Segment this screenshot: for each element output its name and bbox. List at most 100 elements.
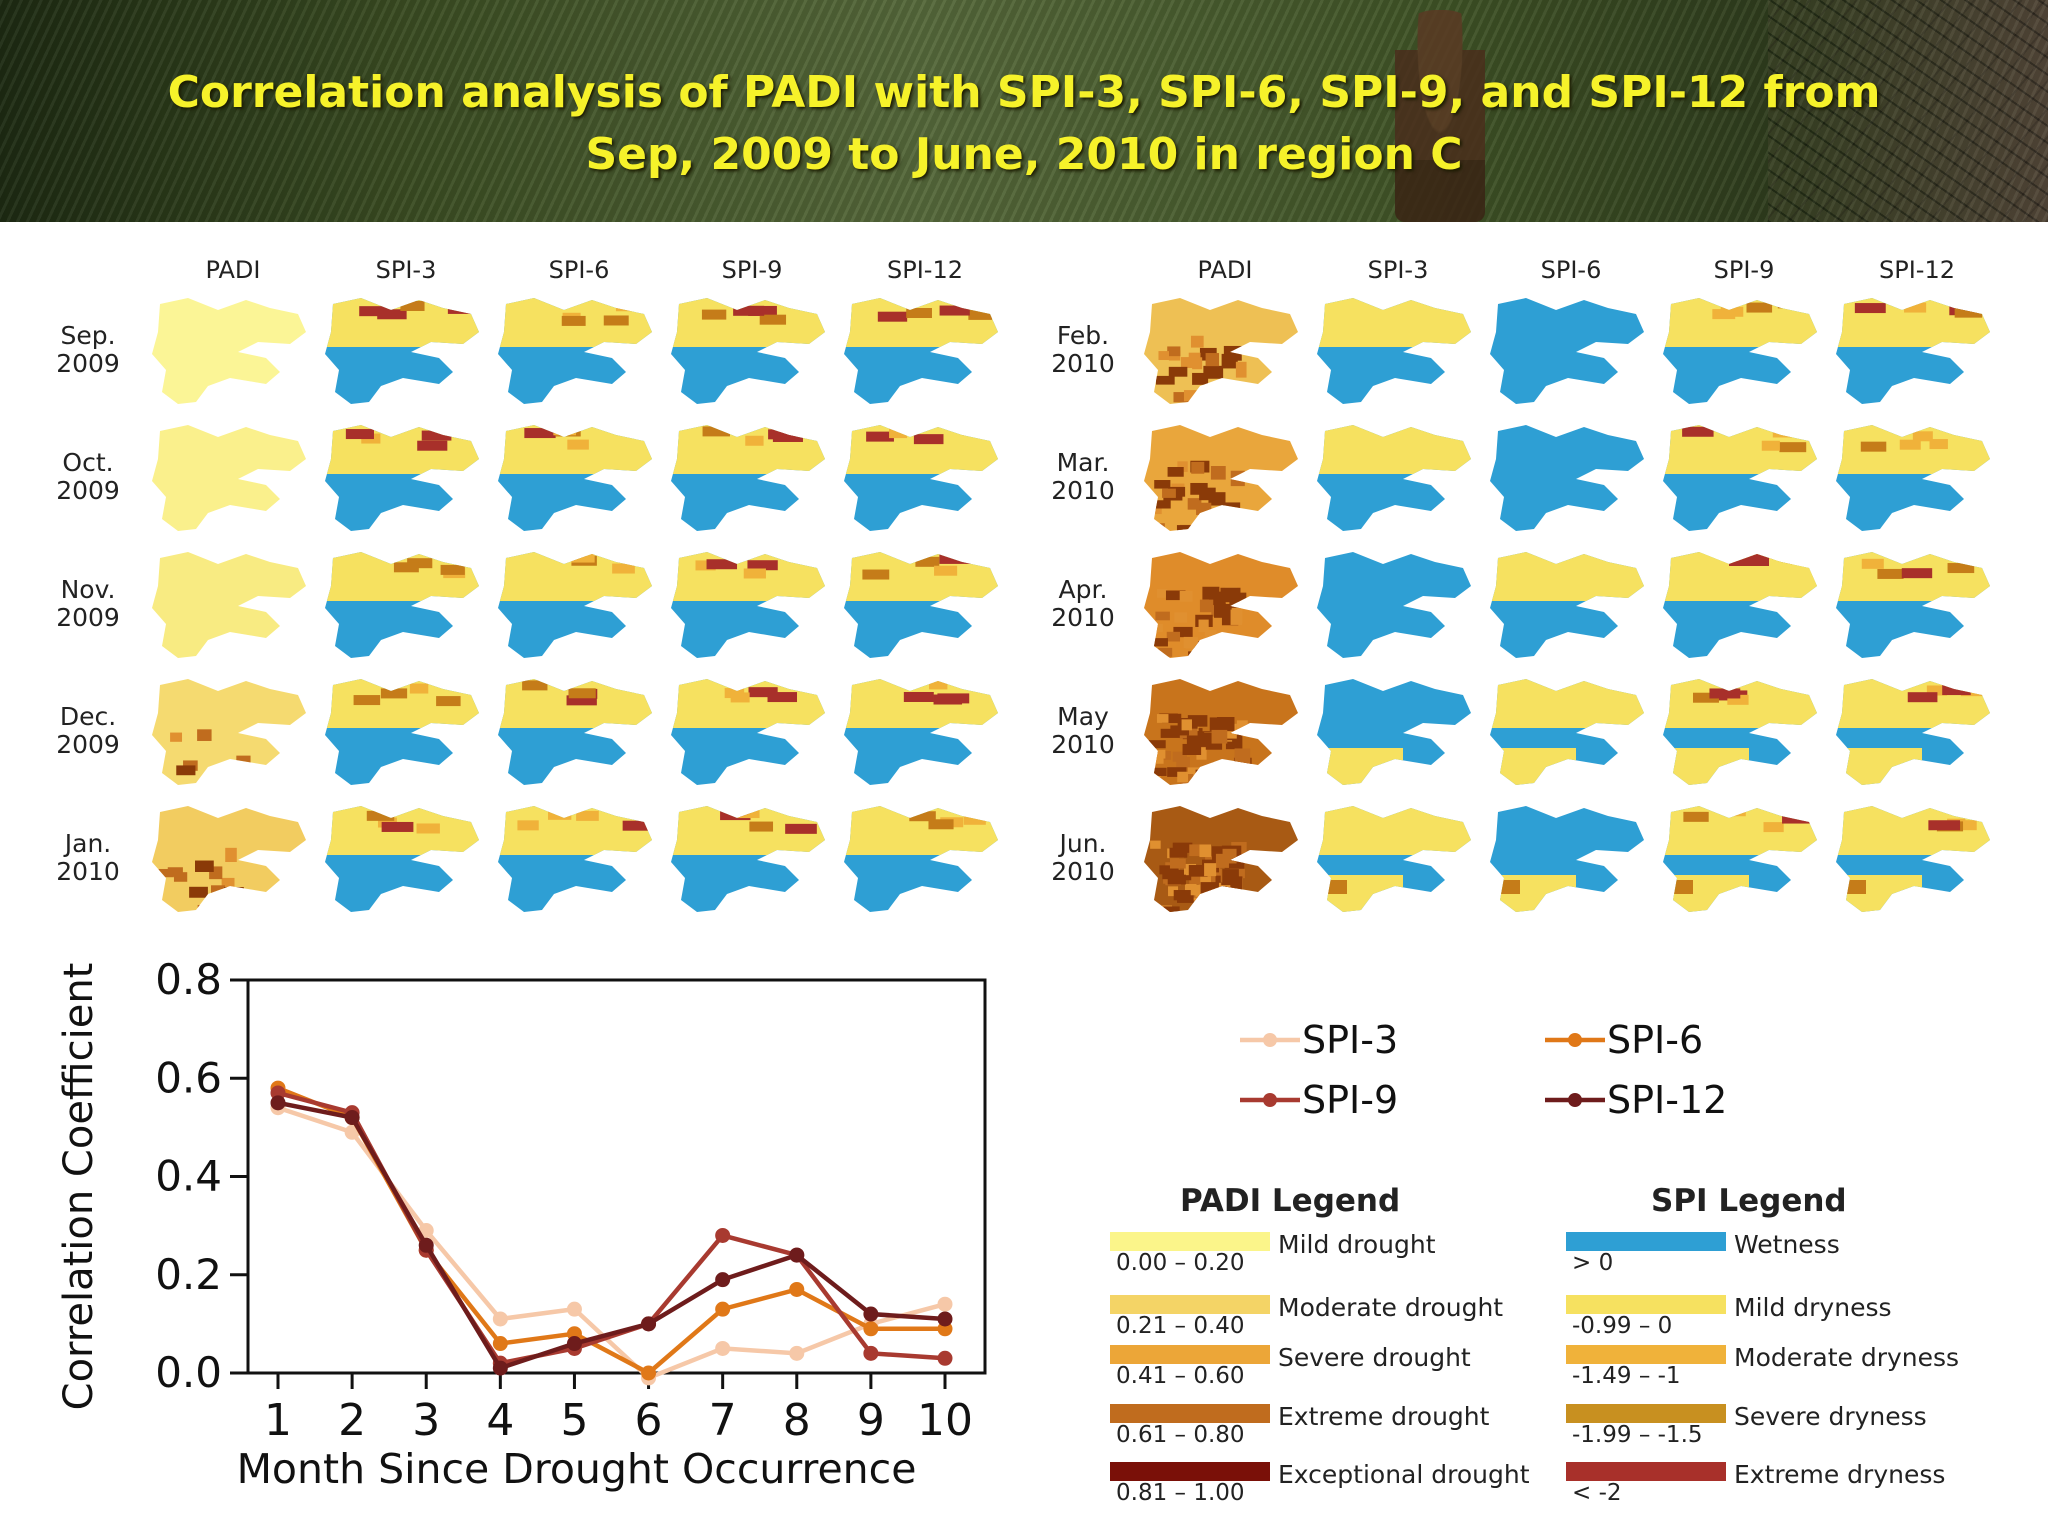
spi-map xyxy=(1663,679,1817,785)
spi-map xyxy=(1836,425,1990,531)
data-point xyxy=(418,1237,434,1253)
data-point xyxy=(863,1306,879,1322)
legend-label: SPI-12 xyxy=(1607,1078,1727,1122)
padi-legend-swatch xyxy=(1110,1345,1270,1364)
padi-map xyxy=(152,552,306,658)
map-row-month-label: Oct. 2009 xyxy=(56,448,120,505)
padi-legend-range: 0.61 – 0.80 xyxy=(1116,1422,1245,1448)
spi-map xyxy=(498,552,652,658)
spi-map xyxy=(1663,552,1817,658)
padi-legend-label: Extreme drought xyxy=(1278,1402,1490,1431)
data-point xyxy=(863,1345,879,1361)
x-tick-label: 3 xyxy=(412,1395,440,1446)
spi-map xyxy=(844,552,998,658)
map-column-header: SPI-3 xyxy=(376,256,437,284)
spi-legend-label: Severe dryness xyxy=(1734,1402,1927,1431)
padi-legend-label: Moderate drought xyxy=(1278,1293,1504,1322)
data-point xyxy=(937,1311,953,1327)
spi-legend-label: Mild dryness xyxy=(1734,1293,1892,1322)
legend-label: SPI-6 xyxy=(1607,1018,1703,1062)
map-column-header: PADI xyxy=(206,256,261,284)
data-point xyxy=(789,1281,805,1297)
page-title: Correlation analysis of PADI with SPI-3,… xyxy=(167,67,1881,180)
map-column-header: SPI-6 xyxy=(549,256,610,284)
spi-map xyxy=(1317,298,1471,404)
map-row-month-label: Dec. 2009 xyxy=(56,702,120,759)
spi-map xyxy=(671,552,825,658)
x-tick-label: 7 xyxy=(709,1395,737,1446)
spi-map xyxy=(325,679,479,785)
spi-legend-swatch xyxy=(1566,1295,1726,1314)
map-row-month-label: Jan. 2010 xyxy=(56,829,120,886)
padi-legend-swatch xyxy=(1110,1232,1270,1251)
spi-map xyxy=(844,679,998,785)
data-point xyxy=(937,1296,953,1312)
padi-legend-range: 0.21 – 0.40 xyxy=(1116,1313,1245,1339)
data-point xyxy=(344,1110,360,1126)
data-point xyxy=(715,1301,731,1317)
x-axis-label: Month Since Drought Occurrence xyxy=(237,1445,917,1493)
spi-legend-label: Wetness xyxy=(1734,1230,1840,1259)
map-row-month-label: May 2010 xyxy=(1051,702,1115,759)
padi-legend-range: 0.00 – 0.20 xyxy=(1116,1250,1245,1276)
map-row-month-label: Feb. 2010 xyxy=(1051,321,1115,378)
spi-map xyxy=(498,298,652,404)
spi-map xyxy=(1663,806,1817,912)
data-point xyxy=(715,1272,731,1288)
data-point xyxy=(492,1336,508,1352)
series-line-spi-12 xyxy=(277,1100,946,1371)
map-column-header: SPI-3 xyxy=(1368,256,1429,284)
banner-farmer-figure xyxy=(1395,10,1485,222)
padi-map xyxy=(152,298,306,404)
spi-map xyxy=(498,806,652,912)
spi-map xyxy=(1317,806,1471,912)
data-point xyxy=(566,1301,582,1317)
series-legend: SPI-3 SPI-6 SPI-9 SPI-12 xyxy=(1240,1018,1727,1122)
spi-map xyxy=(1836,806,1990,912)
data-point xyxy=(641,1316,657,1332)
x-tick-label: 9 xyxy=(857,1395,885,1446)
banner-texture xyxy=(0,0,2048,222)
padi-map xyxy=(1144,552,1298,658)
spi-map xyxy=(1836,552,1990,658)
legend-marker xyxy=(1263,1093,1277,1107)
map-row-month-label: Nov. 2009 xyxy=(56,575,120,632)
legend-label: SPI-9 xyxy=(1302,1078,1398,1122)
spi-map xyxy=(498,425,652,531)
data-point xyxy=(789,1247,805,1263)
map-column-header: PADI xyxy=(1198,256,1253,284)
spi-legend-swatch xyxy=(1566,1404,1726,1423)
y-axis-label: Correlation Coefficient xyxy=(56,963,102,1411)
spi-map xyxy=(498,679,652,785)
x-tick-label: 2 xyxy=(338,1395,366,1446)
x-tick-label: 1 xyxy=(264,1395,292,1446)
map-row-month-label: Apr. 2010 xyxy=(1051,575,1115,632)
data-point xyxy=(492,1360,508,1376)
map-row-month-label: Jun. 2010 xyxy=(1051,829,1115,886)
y-tick-label: 0.6 xyxy=(155,1053,222,1102)
legend-label: SPI-3 xyxy=(1302,1018,1398,1062)
spi-map xyxy=(671,679,825,785)
spi-map xyxy=(325,806,479,912)
legend-marker xyxy=(1568,1093,1582,1107)
spi-map xyxy=(1663,298,1817,404)
data-point xyxy=(566,1336,582,1352)
data-point xyxy=(937,1350,953,1366)
spi-legend-swatch xyxy=(1566,1345,1726,1364)
spi-legend-label: Moderate dryness xyxy=(1734,1343,1960,1372)
data-point xyxy=(492,1311,508,1327)
padi-legend-swatch xyxy=(1110,1295,1270,1314)
spi-map xyxy=(1836,298,1990,404)
padi-map xyxy=(152,425,306,531)
padi-map xyxy=(152,679,306,785)
padi-legend-range: 0.81 – 1.00 xyxy=(1116,1480,1245,1506)
padi-legend-range: 0.41 – 0.60 xyxy=(1116,1363,1245,1389)
map-column-header: SPI-9 xyxy=(722,256,783,284)
spi-map xyxy=(1490,806,1644,912)
y-tick-label: 0.4 xyxy=(155,1152,222,1201)
spi-legend-title: SPI Legend xyxy=(1651,1183,1847,1219)
drought-map-grid: PADI SPI-3 SPI-6 SPI-9 SPI-12 Sep. 2009 Oct. 200… xyxy=(56,256,1990,912)
map-column-header: SPI-12 xyxy=(887,256,963,284)
spi-legend-swatch xyxy=(1566,1232,1726,1251)
padi-map xyxy=(1144,298,1298,404)
